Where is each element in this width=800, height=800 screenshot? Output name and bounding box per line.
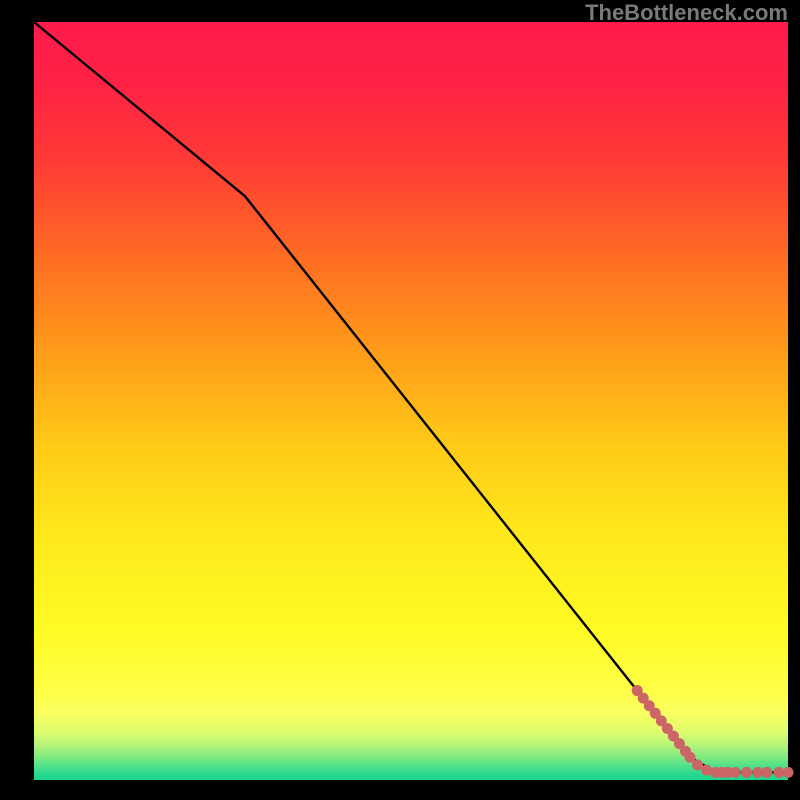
watermark-text: TheBottleneck.com bbox=[585, 0, 788, 26]
plot-gradient-background bbox=[34, 22, 788, 780]
chart-root: TheBottleneck.com bbox=[0, 0, 800, 800]
